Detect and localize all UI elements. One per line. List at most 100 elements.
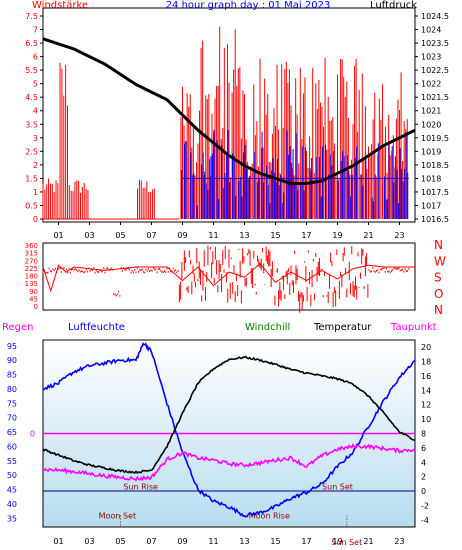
direction-tick-label: 135 bbox=[25, 280, 38, 288]
temperature-tick-label: -2 bbox=[421, 501, 429, 510]
x-tick-label: 05 bbox=[115, 537, 125, 546]
humidity-tick-label: 80 bbox=[7, 385, 17, 394]
x-tick-label: 21 bbox=[363, 231, 373, 240]
wind-tick-label: 4.5 bbox=[25, 93, 38, 102]
wind-tick-label: 3 bbox=[33, 134, 38, 143]
x-tick-label: 03 bbox=[84, 537, 94, 546]
humidity-tick-label: 75 bbox=[7, 399, 17, 408]
humidity-tick-label: 35 bbox=[7, 514, 17, 523]
wind-tick-label: 0 bbox=[33, 215, 38, 224]
direction-tick-label: 360 bbox=[25, 242, 38, 250]
humidity-tick-label: 50 bbox=[7, 471, 17, 480]
direction-compass-label: W bbox=[434, 254, 446, 268]
pressure-tick-label: 1021 bbox=[421, 107, 441, 116]
humidity-tick-label: 40 bbox=[7, 500, 17, 509]
pressure-tick-label: 1024.5 bbox=[421, 12, 449, 21]
pressure-tick-label: 1017 bbox=[421, 201, 441, 210]
temperature-tick-label: 16 bbox=[421, 372, 431, 381]
wind-tick-label: 6.5 bbox=[25, 39, 38, 48]
x-tick-label: 19 bbox=[332, 537, 342, 546]
x-tick-label: 13 bbox=[239, 231, 249, 240]
x-tick-label: 23 bbox=[394, 537, 404, 546]
x-tick-label: 03 bbox=[84, 231, 94, 240]
temperature-tick-label: 2 bbox=[421, 473, 426, 482]
wind-tick-label: 7.5 bbox=[25, 12, 38, 21]
x-tick-label: 13 bbox=[239, 537, 249, 546]
humidity-tick-label: 90 bbox=[7, 356, 17, 365]
x-tick-label: 09 bbox=[177, 537, 187, 546]
wind-tick-label: 5 bbox=[33, 80, 38, 89]
direction-tick-label: 0 bbox=[34, 303, 38, 311]
pressure-axis-label: Luftdruck bbox=[370, 0, 417, 11]
direction-tick-label: 45 bbox=[29, 295, 38, 303]
direction-compass-label: O bbox=[434, 287, 443, 301]
x-tick-label: 01 bbox=[53, 231, 63, 240]
humidity-tick-label: 60 bbox=[7, 442, 17, 451]
temperature-tick-label: 6 bbox=[421, 444, 426, 453]
x-tick-label: 17 bbox=[301, 231, 311, 240]
temperature-tick-label: 8 bbox=[421, 430, 426, 439]
humidity-tick-label: 45 bbox=[7, 486, 17, 495]
wind-tick-label: 4 bbox=[33, 107, 38, 116]
temperature-tick-label: 0 bbox=[421, 487, 426, 496]
temperature-tick-label: 4 bbox=[421, 458, 426, 467]
astro-annotation: Moon Rise bbox=[249, 511, 290, 520]
wind-tick-label: 1 bbox=[33, 188, 38, 197]
temperature-tick-label: 14 bbox=[421, 386, 431, 395]
temperature-tick-label: 20 bbox=[421, 343, 431, 352]
wind-tick-label: 7 bbox=[33, 26, 38, 35]
temperature-tick-label: -4 bbox=[421, 516, 429, 525]
legend-entry: Regen bbox=[2, 322, 34, 333]
pressure-tick-label: 1018 bbox=[421, 174, 441, 183]
direction-compass-label: N bbox=[434, 238, 443, 252]
pressure-tick-label: 1023.5 bbox=[421, 39, 449, 48]
humidity-tick-label: 95 bbox=[7, 342, 17, 351]
x-tick-label: 09 bbox=[177, 231, 187, 240]
legend-entry: Windchill bbox=[245, 322, 290, 333]
pressure-tick-label: 1023 bbox=[421, 53, 441, 62]
pressure-tick-label: 1017.5 bbox=[421, 188, 449, 197]
direction-tick-label: 315 bbox=[25, 250, 38, 258]
humidity-tick-label: 85 bbox=[7, 371, 17, 380]
series-temperatur-line bbox=[42, 355, 416, 475]
x-tick-label: 19 bbox=[332, 231, 342, 240]
rain-tick-label: 0 bbox=[30, 430, 35, 439]
wind-tick-label: 2 bbox=[33, 161, 38, 170]
pressure-tick-label: 1021.5 bbox=[421, 93, 449, 102]
astro-annotation: Moon Set bbox=[99, 511, 136, 520]
legend-entry: Luftfeuchte bbox=[68, 322, 125, 333]
pressure-tick-label: 1020 bbox=[421, 120, 441, 129]
series-luftfeuchte-line bbox=[42, 342, 416, 518]
pressure-tick-label: 1019 bbox=[421, 147, 441, 156]
direction-tick-label: 270 bbox=[25, 257, 38, 265]
humidity-tick-label: 55 bbox=[7, 457, 17, 466]
x-tick-label: 11 bbox=[208, 231, 218, 240]
humidity-tick-label: 65 bbox=[7, 428, 17, 437]
chart-1-title: 24 hour graph day : 01 Mai 2023 bbox=[166, 0, 331, 11]
direction-compass-label: N bbox=[434, 303, 443, 317]
humidity-tick-label: 70 bbox=[7, 414, 17, 423]
wind-tick-label: 5.5 bbox=[25, 66, 38, 75]
wind-tick-label: 0.5 bbox=[25, 201, 38, 210]
wind-axis-label: Windstärke bbox=[32, 0, 88, 11]
direction-tick-label: 90 bbox=[29, 288, 38, 296]
x-tick-label: 07 bbox=[146, 537, 156, 546]
direction-tick-label: 180 bbox=[25, 273, 38, 281]
legend-entry: Taupunkt bbox=[390, 322, 437, 333]
wind-tick-label: 1.5 bbox=[25, 174, 38, 183]
temperature-tick-label: 18 bbox=[421, 358, 431, 367]
pressure-tick-label: 1024 bbox=[421, 26, 441, 35]
pressure-line bbox=[42, 37, 416, 185]
wind-tick-label: 2.5 bbox=[25, 147, 38, 156]
temperature-tick-label: 12 bbox=[421, 401, 431, 410]
x-tick-label: 07 bbox=[146, 231, 156, 240]
wind-bars bbox=[42, 26, 409, 220]
x-tick-label: 17 bbox=[301, 537, 311, 546]
x-tick-label: 15 bbox=[270, 231, 280, 240]
wind-tick-label: 6 bbox=[33, 53, 38, 62]
x-tick-label: 11 bbox=[208, 537, 218, 546]
pressure-tick-label: 1022 bbox=[421, 80, 441, 89]
x-tick-label: 01 bbox=[53, 537, 63, 546]
series-taupunkt-line bbox=[42, 443, 416, 482]
